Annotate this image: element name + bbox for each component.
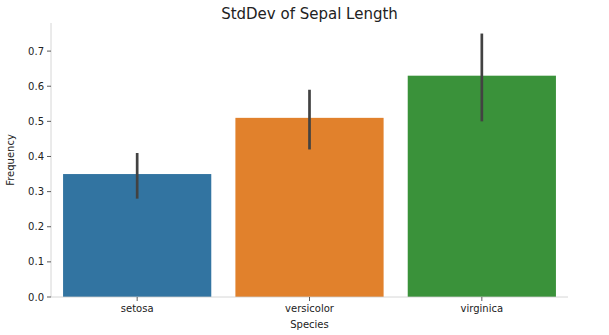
- y-tick-label: 0.6: [28, 81, 44, 92]
- y-tick: [47, 226, 51, 227]
- y-tick: [47, 191, 51, 192]
- y-tick-label: 0.7: [28, 46, 44, 57]
- y-axis-label: Frequency: [5, 134, 16, 186]
- y-tick: [47, 261, 51, 262]
- y-axis-line: [51, 23, 52, 297]
- y-tick: [47, 156, 51, 157]
- y-tick: [47, 121, 51, 122]
- x-axis-label: Species: [290, 319, 329, 330]
- x-tick: [481, 297, 482, 301]
- y-tick-label: 0.3: [28, 186, 44, 197]
- y-tick-label: 0.0: [28, 292, 44, 303]
- y-tick-label: 0.1: [28, 256, 44, 267]
- x-tick: [309, 297, 310, 301]
- x-tick: [137, 297, 138, 301]
- x-tick-label: versicolor: [285, 303, 335, 314]
- error-bar: [480, 34, 483, 122]
- error-bar: [136, 153, 139, 199]
- y-tick-label: 0.2: [28, 221, 44, 232]
- chart: 0.0 0.1 0.2 0.3 0.4 0.5 0.6 0.7 setosa versicolor…: [0, 0, 609, 335]
- error-bar: [308, 90, 311, 150]
- bars: [63, 34, 556, 297]
- y-tick: [47, 86, 51, 87]
- x-tick-label: setosa: [121, 303, 154, 314]
- y-tick-label: 0.5: [28, 116, 44, 127]
- title: StdDev of Sepal Length: [221, 5, 398, 23]
- y-tick: [47, 297, 51, 298]
- x-tick-label: virginica: [461, 303, 504, 314]
- y-tick: [47, 51, 51, 52]
- y-tick-label: 0.4: [28, 151, 44, 162]
